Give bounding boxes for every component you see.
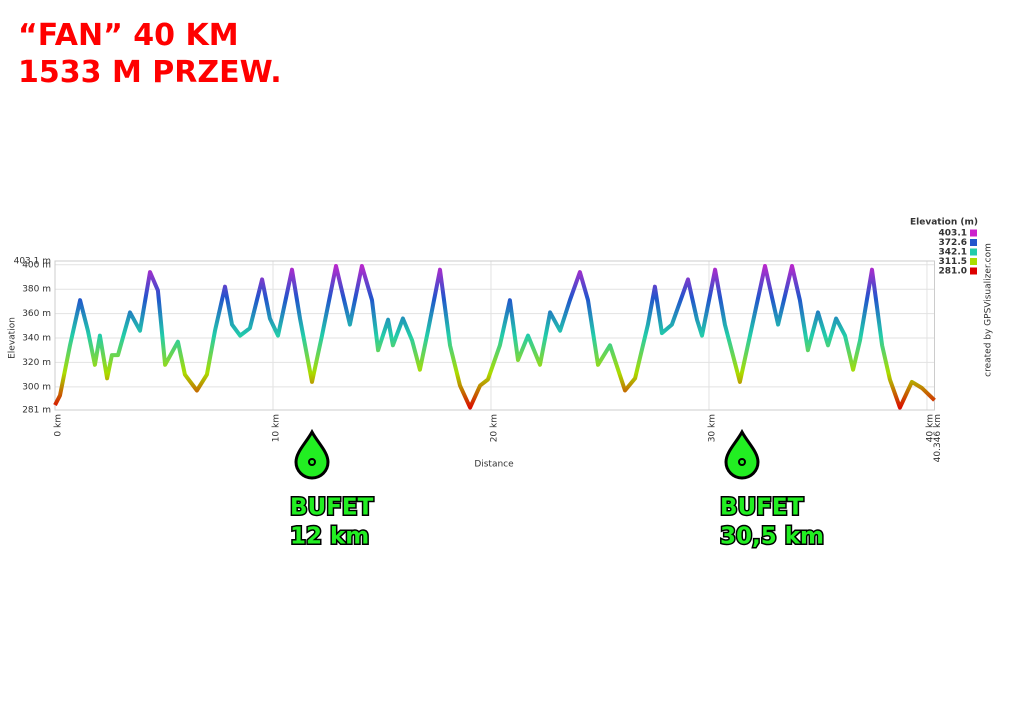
legend-swatch	[970, 229, 977, 237]
title-line: “FAN” 40 KM	[18, 18, 239, 53]
y-tick-label: 400 m	[22, 260, 51, 270]
legend-label: 342.1	[939, 248, 967, 258]
annotation: BUFET	[290, 495, 374, 521]
drop-dot	[308, 458, 316, 466]
x-tick-label: 10 km	[271, 414, 281, 442]
y-tick-label: 300 m	[22, 382, 51, 392]
legend-label: 281.0	[939, 267, 967, 277]
plot-frame	[54, 260, 935, 411]
title-line: 1533 M PRZEW.	[18, 55, 282, 90]
y-axis-label: Elevation	[8, 317, 18, 359]
x-tick-label: 40.346 km	[933, 414, 943, 462]
drop-dot	[738, 458, 746, 466]
annotation: BUFET	[720, 495, 804, 521]
x-axis-label: Distance	[474, 460, 514, 470]
legend-swatch	[970, 248, 977, 256]
y-tick-label: 403.1 m	[14, 257, 51, 267]
x-tick-label: 30 km	[707, 414, 717, 442]
y-tick-label: 340 m	[22, 334, 51, 344]
drop-icon	[724, 428, 760, 480]
elevation-line	[53, 264, 936, 410]
legend-label: 403.1	[939, 229, 967, 239]
legend-swatch	[970, 267, 977, 275]
y-tick-label: 360 m	[22, 309, 51, 319]
legend-label: 372.6	[939, 238, 967, 248]
drop-icon	[294, 428, 330, 480]
annotation: 12 km	[290, 524, 369, 550]
y-tick-label: 380 m	[22, 285, 51, 295]
y-tick-label: 281 m	[22, 406, 51, 416]
legend-title: Elevation (m)	[910, 218, 978, 228]
x-tick-label: 20 km	[489, 414, 499, 442]
legend-swatch	[970, 258, 977, 265]
x-tick-label: 40 km	[925, 414, 935, 442]
x-tick-label: 0 km	[54, 414, 64, 437]
annotation: 30,5 km	[720, 524, 824, 550]
legend-label: 311.5	[939, 257, 967, 267]
credit: created by GPSVisualizer.com	[984, 243, 994, 377]
y-tick-label: 320 m	[22, 358, 51, 368]
legend-swatch	[970, 239, 977, 246]
